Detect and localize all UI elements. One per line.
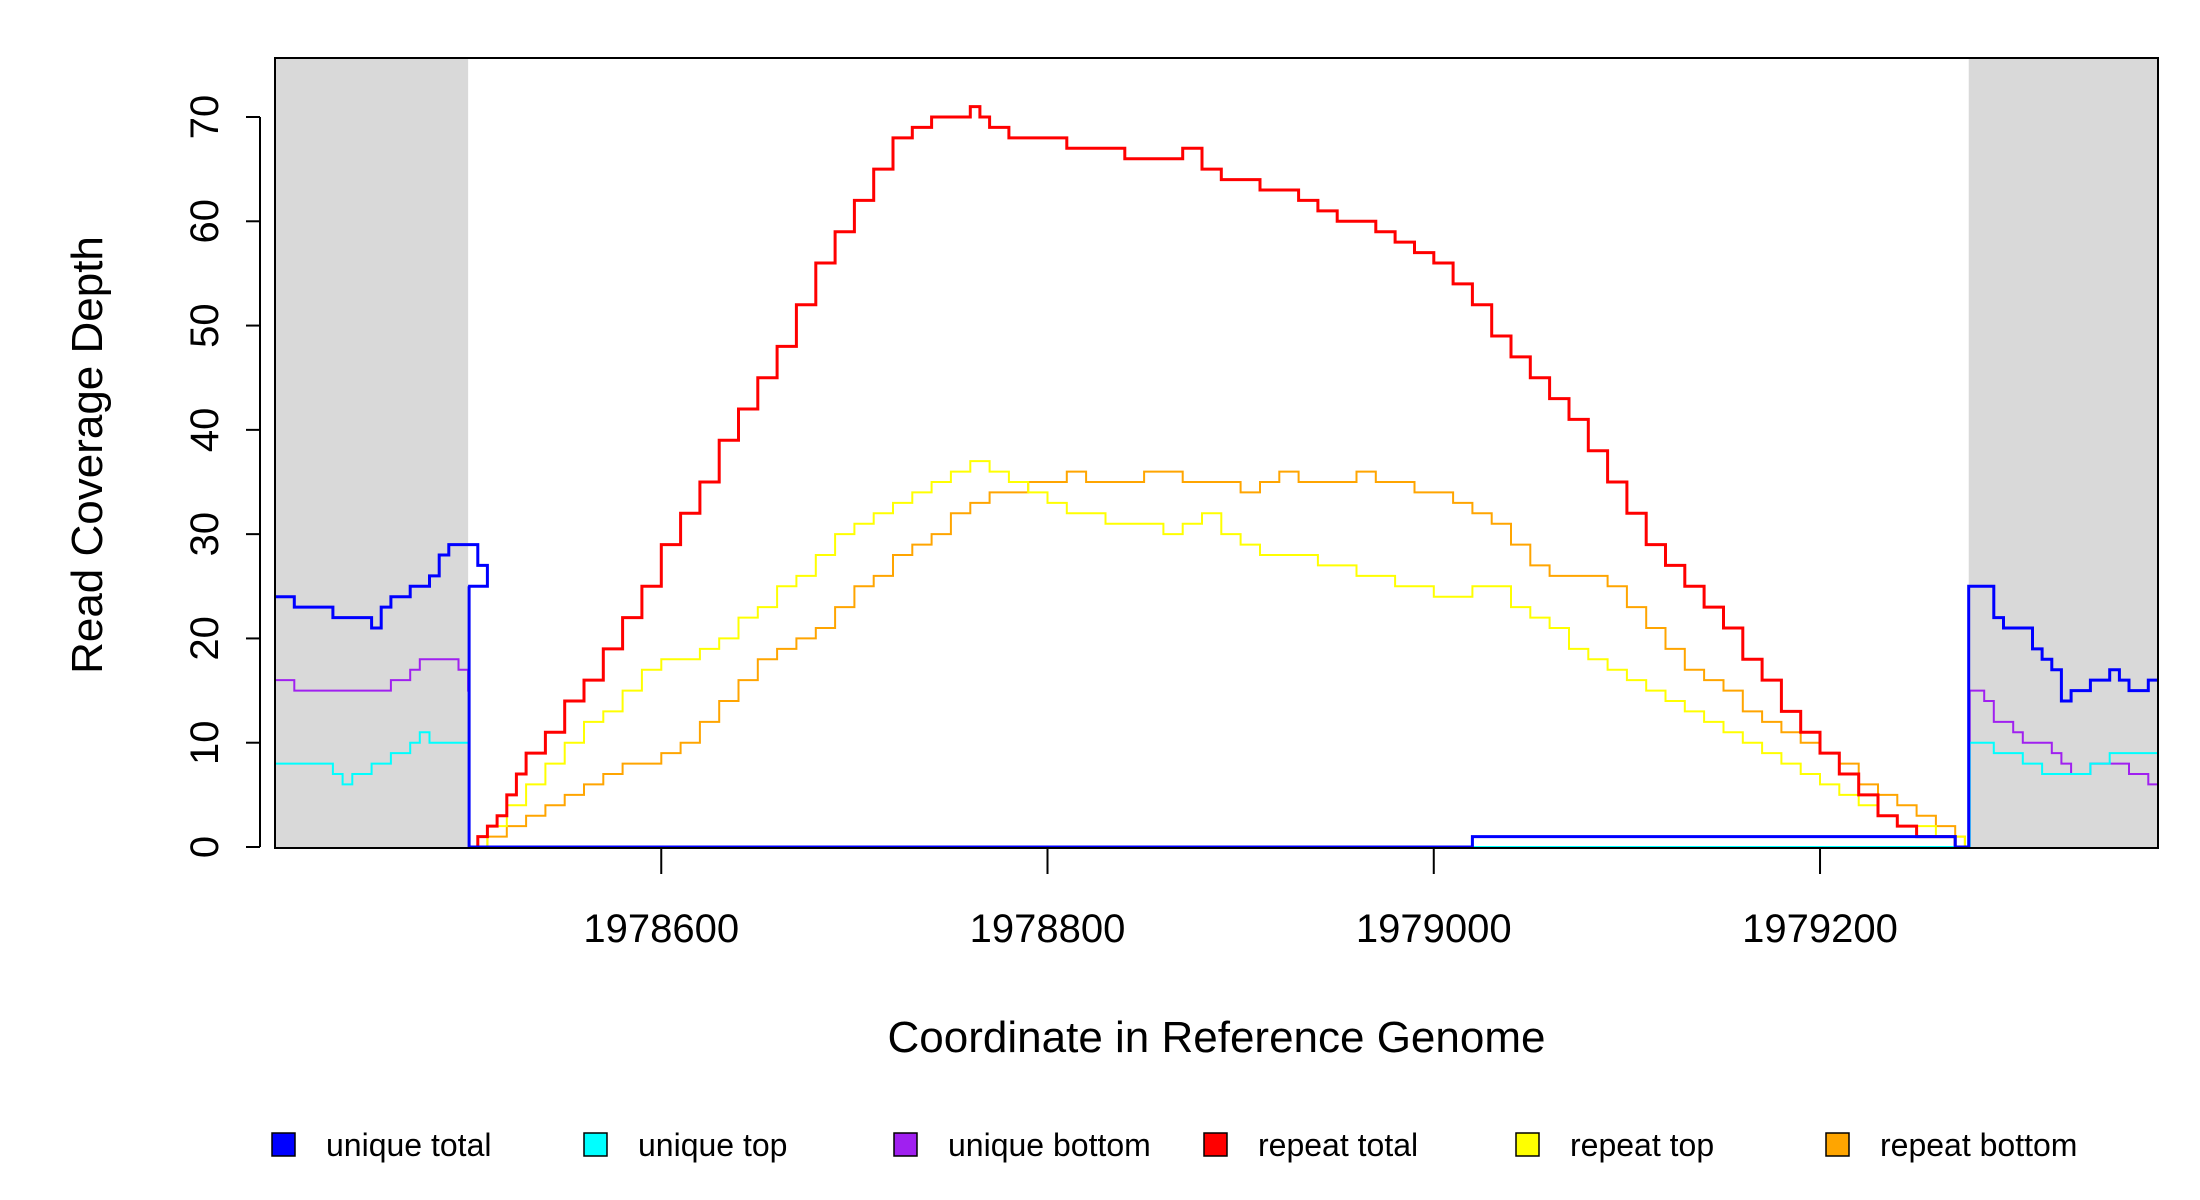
shaded-region-1 [275,58,469,848]
legend-label: repeat bottom [1880,1127,2077,1163]
legend-item-repeat-bottom: repeat bottom [1825,1127,2077,1163]
x-axis: 1978600 1978800 1979000 1979200 [583,848,1898,951]
legend-swatch [271,1132,296,1157]
legend-item-repeat-total: repeat total [1203,1127,1418,1163]
legend-swatch [893,1132,918,1157]
x-tick-label: 1979200 [1742,907,1898,951]
y-axis-title: Read Coverage Depth [63,236,112,674]
series-unique-bottom [275,658,2159,848]
legend-swatch [1203,1132,1228,1157]
legend-label: unique total [326,1127,491,1163]
series-lines [275,105,2159,849]
legend-item-unique-top: unique top [583,1127,787,1163]
legend-label: repeat top [1570,1127,1714,1163]
x-tick-label: 1978800 [970,907,1126,951]
legend: unique total unique top unique bottom repea… [271,1127,2077,1163]
x-axis-title: Coordinate in Reference Genome [888,1013,1546,1062]
series-unique-total [275,543,2158,849]
series-repeat-total [468,105,1965,849]
y-axis: 0 10 20 30 40 50 60 70 [183,95,261,858]
legend-swatch [1515,1132,1540,1157]
legend-item-repeat-top: repeat top [1515,1127,1714,1163]
y-tick-label: 50 [183,303,227,348]
y-tick-label: 40 [183,408,227,453]
y-tick-label: 20 [183,616,227,661]
x-tick-label: 1979000 [1356,907,1512,951]
series-repeat-top [468,460,1966,848]
plot-frame [274,57,2159,849]
y-tick-label: 10 [183,720,227,765]
series-repeat-bottom [468,470,1966,848]
legend-item-unique-bottom: unique bottom [893,1127,1151,1163]
legend-item-unique-total: unique total [271,1127,491,1163]
shaded-region-2 [1968,58,2158,848]
legend-swatch [583,1132,608,1157]
shaded-regions [275,58,2158,848]
y-tick-label: 0 [183,836,227,858]
legend-label: unique bottom [948,1127,1151,1163]
y-tick-label: 60 [183,199,227,244]
y-tick-label: 70 [183,95,227,140]
legend-label: unique top [638,1127,787,1163]
legend-label: repeat total [1258,1127,1418,1163]
x-tick-label: 1978600 [583,907,739,951]
y-tick-label: 30 [183,512,227,557]
series-unique-top [275,731,2158,848]
legend-swatch [1825,1132,1850,1157]
